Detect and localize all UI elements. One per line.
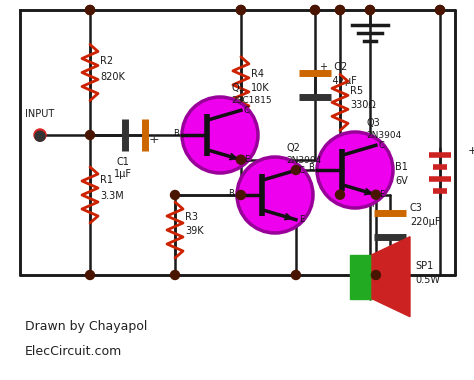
Text: ElecCircuit.com: ElecCircuit.com (25, 345, 122, 358)
Text: Q1: Q1 (231, 83, 245, 93)
Text: SP1: SP1 (415, 261, 433, 271)
Text: 0.5W: 0.5W (415, 275, 440, 285)
Text: R3: R3 (185, 212, 198, 222)
Text: B: B (308, 163, 314, 173)
Circle shape (436, 5, 445, 14)
Text: +: + (149, 133, 160, 146)
Text: B: B (228, 188, 234, 198)
Circle shape (310, 5, 319, 14)
Circle shape (85, 130, 94, 139)
Text: 220μF: 220μF (410, 217, 440, 227)
Text: Q2: Q2 (286, 143, 300, 153)
Text: +: + (468, 146, 474, 155)
Circle shape (85, 5, 94, 14)
Text: 10K: 10K (251, 83, 270, 93)
Circle shape (336, 5, 345, 14)
Circle shape (85, 271, 94, 280)
Text: Drawn by Chayapol: Drawn by Chayapol (25, 320, 147, 333)
Circle shape (292, 166, 301, 174)
Circle shape (182, 97, 258, 173)
Circle shape (292, 271, 301, 280)
Text: E: E (379, 190, 384, 199)
Text: E: E (299, 215, 304, 224)
Text: C: C (379, 141, 385, 150)
Circle shape (336, 5, 345, 14)
Text: Q3: Q3 (366, 118, 380, 128)
Bar (350, 255, 372, 299)
Text: R5: R5 (350, 86, 363, 97)
Circle shape (436, 5, 445, 14)
Text: 1μF: 1μF (114, 169, 132, 179)
Circle shape (171, 190, 180, 200)
Text: C3: C3 (410, 203, 423, 213)
Text: 2SC1815: 2SC1815 (231, 96, 272, 105)
Circle shape (237, 5, 246, 14)
Circle shape (237, 155, 246, 164)
Circle shape (365, 5, 374, 14)
Text: C: C (299, 166, 305, 175)
Text: C: C (244, 106, 250, 115)
Circle shape (171, 271, 180, 280)
Text: 6V: 6V (395, 176, 408, 185)
Text: R2: R2 (100, 57, 113, 66)
Circle shape (34, 129, 46, 141)
Circle shape (85, 5, 94, 14)
Polygon shape (372, 237, 410, 317)
Text: E: E (244, 155, 249, 164)
Circle shape (237, 157, 313, 233)
Circle shape (237, 190, 246, 200)
Circle shape (336, 190, 345, 199)
Circle shape (372, 190, 381, 199)
Text: 2N3904: 2N3904 (286, 156, 322, 165)
Circle shape (35, 131, 45, 141)
Text: INPUT: INPUT (25, 109, 54, 119)
Text: +: + (368, 197, 379, 210)
Circle shape (237, 5, 246, 14)
Text: 820K: 820K (100, 73, 125, 82)
Circle shape (365, 5, 374, 14)
Text: C1: C1 (117, 157, 129, 167)
Text: B1: B1 (395, 162, 408, 171)
Text: 3.3M: 3.3M (100, 191, 124, 201)
Text: R4: R4 (251, 69, 264, 79)
Text: 47μF: 47μF (320, 76, 357, 86)
Text: 39K: 39K (185, 226, 204, 236)
Text: 2N3904: 2N3904 (366, 131, 401, 140)
Circle shape (372, 271, 381, 280)
Circle shape (317, 132, 393, 208)
Text: B: B (173, 128, 179, 138)
Text: +  C2: + C2 (320, 62, 347, 72)
Text: 330Ω: 330Ω (350, 100, 376, 110)
Text: R1: R1 (100, 175, 113, 185)
Circle shape (310, 5, 319, 14)
